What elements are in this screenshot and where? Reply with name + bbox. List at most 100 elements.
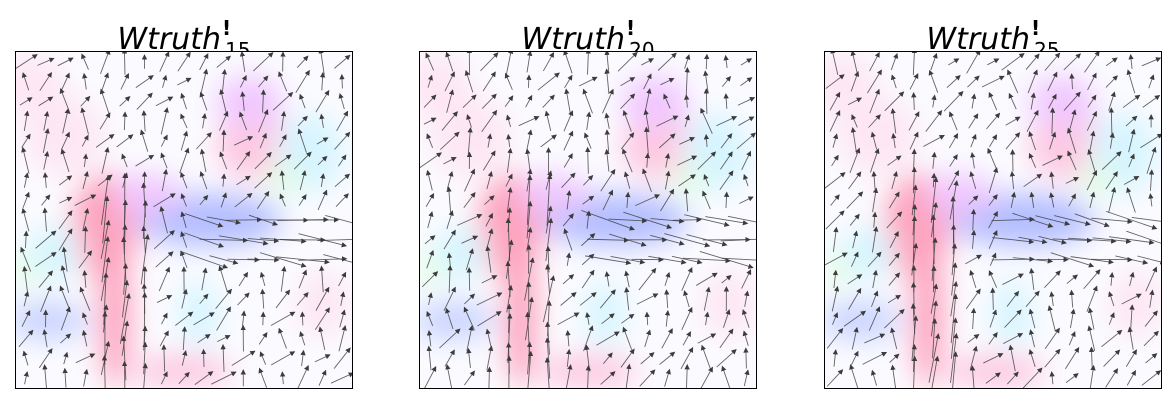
vector-arrow [737, 97, 756, 106]
vector-arrow [1084, 52, 1100, 73]
vector-arrow [1026, 109, 1039, 132]
vector-arrow [199, 148, 207, 172]
vector-arrow [443, 286, 456, 311]
vector-arrow [1067, 150, 1077, 171]
vector-arrow [74, 194, 97, 206]
vector-arrow [457, 213, 483, 226]
vector-arrow [446, 171, 454, 190]
vector-arrow [504, 72, 513, 90]
vector-arrow [463, 192, 476, 209]
vector-arrow [872, 211, 878, 228]
vector-arrow [723, 54, 729, 69]
vector-arrow [1022, 367, 1043, 388]
vector-arrow [1049, 371, 1055, 385]
vector-arrow [480, 52, 499, 72]
vector-arrow [891, 171, 898, 190]
vector-arrow [1115, 255, 1149, 265]
vector-arrow [199, 237, 249, 243]
vector-arrow [318, 369, 327, 386]
vector-arrow [617, 52, 638, 72]
vector-arrow [199, 293, 209, 305]
vector-arrow [664, 289, 670, 309]
vector-arrow [868, 114, 881, 128]
vector-arrow [42, 172, 49, 188]
vector-arrow [119, 292, 131, 344]
vector-arrow [240, 91, 246, 111]
vector-arrow [258, 332, 268, 345]
vector-arrow [1006, 290, 1020, 307]
vector-arrow [826, 327, 844, 349]
vector-arrow [259, 351, 267, 365]
vector-arrow [623, 171, 631, 189]
vector-arrow [159, 205, 168, 234]
vector-arrow [891, 132, 897, 149]
vector-arrow [486, 171, 493, 190]
vector-arrow [664, 310, 671, 327]
vector-arrow [1128, 153, 1135, 168]
vector-arrow [608, 218, 648, 224]
vector-arrow [102, 195, 110, 244]
vector-arrow [446, 186, 452, 214]
vector-arrow [298, 256, 348, 262]
vector-arrow [1063, 91, 1081, 111]
vector-arrow [931, 318, 938, 359]
vector-arrow [1089, 130, 1096, 151]
vector-arrow [40, 285, 52, 312]
vector-arrow [336, 110, 349, 132]
color-blob [702, 270, 756, 338]
vector-arrow [99, 88, 110, 114]
vector-arrow [1145, 266, 1158, 292]
vector-arrow [720, 151, 733, 170]
vector-arrow [526, 74, 532, 88]
vector-arrow [1089, 364, 1096, 388]
vector-arrow [425, 52, 435, 71]
vector-arrow [679, 136, 696, 145]
vector-arrow [981, 75, 1005, 88]
vector-arrow [951, 262, 958, 296]
vector-arrow [721, 75, 732, 87]
vector-arrow [299, 331, 306, 346]
vector-arrow [482, 150, 496, 171]
vector-arrow [851, 326, 859, 350]
vector-arrow [61, 131, 70, 150]
vector-arrow [1087, 72, 1097, 91]
vector-arrow [1105, 210, 1158, 230]
vector-arrow [702, 190, 711, 210]
vector-arrow [719, 328, 734, 349]
vector-arrow [644, 311, 650, 326]
vector-arrow [279, 193, 286, 207]
vector-arrow [199, 194, 209, 206]
vector-arrow [742, 330, 749, 347]
vector-arrow [100, 52, 111, 75]
vector-arrow [565, 364, 573, 388]
vector-arrow [317, 189, 328, 211]
title-mark: ! [1030, 16, 1041, 40]
vector-arrow [1001, 53, 1025, 71]
vector-arrow [317, 239, 352, 241]
vector-arrow [258, 367, 268, 388]
vector-arrow [700, 366, 713, 388]
vector-arrow [527, 350, 534, 388]
vector-arrow [1067, 237, 1117, 244]
vector-arrow [299, 311, 306, 326]
vector-arrow [486, 345, 494, 371]
vector-arrow [82, 72, 88, 90]
vector-arrow [424, 366, 437, 388]
vector-arrow [1126, 230, 1161, 244]
vector-arrow [180, 171, 188, 189]
vector-arrow [909, 131, 919, 150]
vector-arrow [42, 207, 48, 232]
vector-arrow [831, 285, 840, 312]
vector-arrow [334, 54, 351, 69]
vector-arrow [911, 184, 918, 216]
vector-arrow [1047, 305, 1056, 332]
vector-arrow [988, 270, 998, 288]
vector-arrow [270, 311, 296, 326]
vector-arrow [832, 349, 838, 367]
vector-arrow [704, 53, 710, 70]
vector-arrow [1087, 94, 1097, 108]
vector-arrow [640, 352, 655, 365]
vector-arrow [421, 271, 439, 288]
vector-arrow [656, 115, 679, 127]
vector-arrow [562, 213, 574, 227]
